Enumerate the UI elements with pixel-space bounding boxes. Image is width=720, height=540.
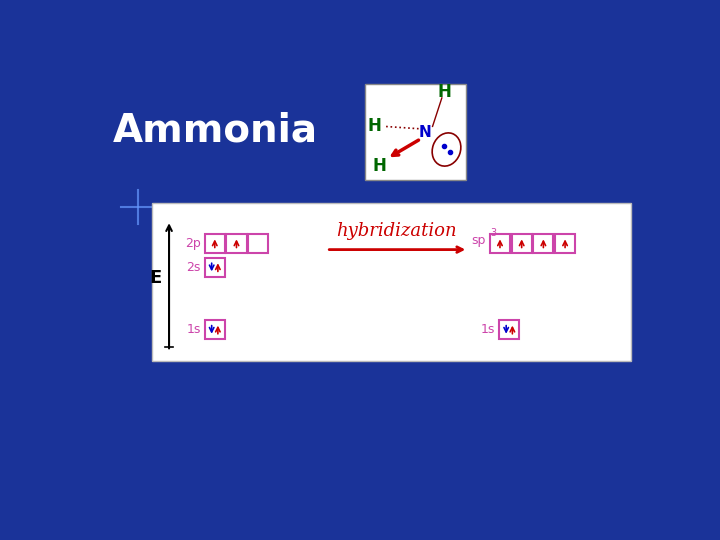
- Bar: [555, 234, 575, 253]
- Text: sp: sp: [472, 234, 486, 247]
- Bar: [534, 234, 554, 253]
- Bar: [152, 204, 631, 361]
- Text: N: N: [418, 125, 431, 140]
- Bar: [204, 320, 225, 339]
- Text: 2s: 2s: [186, 261, 201, 274]
- Bar: [490, 234, 510, 253]
- Text: H: H: [372, 158, 386, 176]
- Bar: [248, 234, 269, 253]
- Text: 1s: 1s: [481, 323, 495, 336]
- Bar: [204, 258, 225, 276]
- Text: hybridization: hybridization: [336, 222, 457, 240]
- Text: Ammonia: Ammonia: [113, 111, 318, 149]
- Text: 3: 3: [490, 228, 496, 239]
- Bar: [204, 234, 225, 253]
- Text: E: E: [149, 269, 161, 287]
- Bar: [512, 234, 532, 253]
- Bar: [499, 320, 519, 339]
- Text: 2p: 2p: [185, 237, 201, 250]
- Bar: [226, 234, 246, 253]
- Text: H: H: [367, 117, 382, 136]
- Bar: [365, 84, 466, 180]
- Text: H: H: [437, 83, 451, 101]
- Text: 1s: 1s: [186, 323, 201, 336]
